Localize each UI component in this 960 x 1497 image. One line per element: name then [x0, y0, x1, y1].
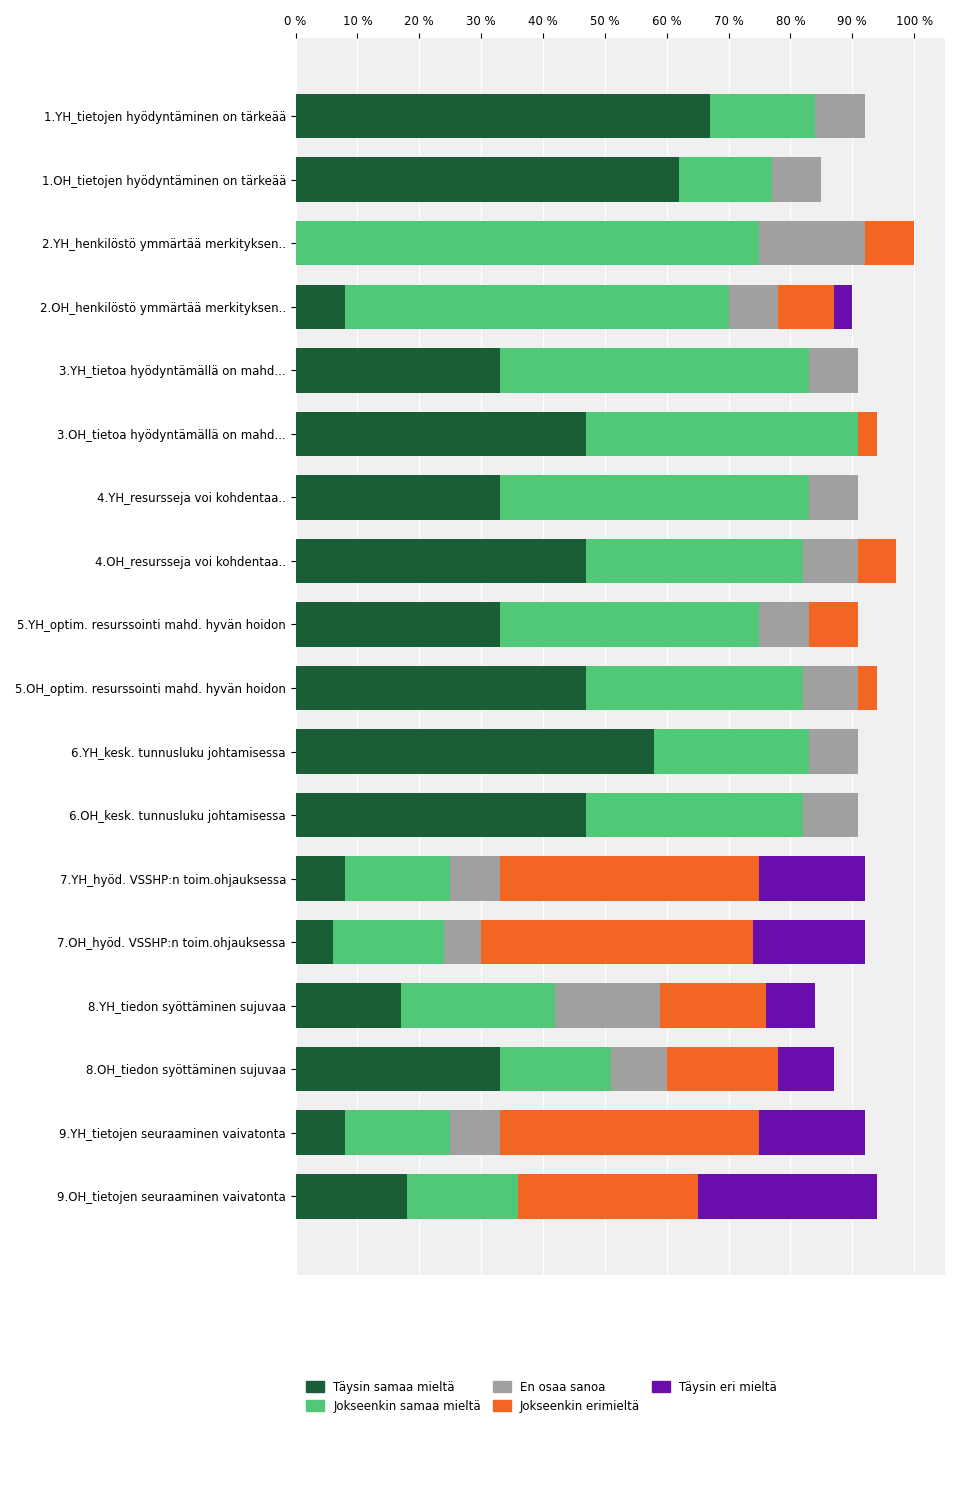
Bar [778, 284, 833, 329]
Bar [296, 539, 587, 584]
Bar [500, 1111, 759, 1156]
Bar [858, 666, 877, 710]
Bar [296, 222, 759, 265]
Bar [518, 1174, 698, 1219]
Bar [296, 1046, 500, 1091]
Bar [759, 602, 809, 647]
Bar [809, 475, 858, 519]
Bar [778, 1046, 833, 1091]
Bar [803, 539, 858, 584]
Bar [296, 475, 500, 519]
Bar [444, 919, 481, 964]
Bar [296, 602, 500, 647]
Bar [296, 94, 710, 138]
Bar [766, 984, 815, 1028]
Bar [655, 729, 809, 774]
Bar [345, 856, 450, 901]
Bar [587, 412, 858, 457]
Bar [296, 856, 345, 901]
Legend: Täysin samaa mieltä, Jokseenkin samaa mieltä, En osaa sanoa, Jokseenkin erimielt: Täysin samaa mieltä, Jokseenkin samaa mi… [301, 1376, 781, 1418]
Bar [729, 284, 778, 329]
Bar [759, 1111, 865, 1156]
Bar [500, 1046, 611, 1091]
Bar [296, 284, 345, 329]
Bar [587, 539, 803, 584]
Bar [296, 157, 679, 202]
Bar [679, 157, 772, 202]
Bar [865, 222, 914, 265]
Bar [296, 729, 655, 774]
Bar [407, 1174, 518, 1219]
Bar [809, 349, 858, 392]
Bar [296, 793, 587, 837]
Bar [833, 284, 852, 329]
Bar [698, 1174, 877, 1219]
Bar [772, 157, 822, 202]
Bar [450, 1111, 500, 1156]
Bar [500, 475, 809, 519]
Bar [296, 984, 400, 1028]
Bar [555, 984, 660, 1028]
Bar [345, 1111, 450, 1156]
Bar [759, 856, 865, 901]
Bar [296, 1111, 345, 1156]
Bar [611, 1046, 666, 1091]
Bar [666, 1046, 778, 1091]
Bar [481, 919, 754, 964]
Bar [500, 349, 809, 392]
Bar [815, 94, 865, 138]
Bar [587, 666, 803, 710]
Bar [345, 284, 729, 329]
Bar [296, 412, 587, 457]
Bar [296, 1174, 407, 1219]
Bar [296, 349, 500, 392]
Bar [710, 94, 815, 138]
Bar [809, 602, 858, 647]
Bar [333, 919, 444, 964]
Bar [803, 793, 858, 837]
Bar [858, 412, 877, 457]
Bar [296, 666, 587, 710]
Bar [858, 539, 896, 584]
Bar [587, 793, 803, 837]
Bar [400, 984, 555, 1028]
Bar [296, 919, 333, 964]
Bar [809, 729, 858, 774]
Bar [660, 984, 766, 1028]
Bar [500, 856, 759, 901]
Bar [803, 666, 858, 710]
Bar [759, 222, 865, 265]
Bar [450, 856, 500, 901]
Bar [500, 602, 759, 647]
Bar [754, 919, 865, 964]
